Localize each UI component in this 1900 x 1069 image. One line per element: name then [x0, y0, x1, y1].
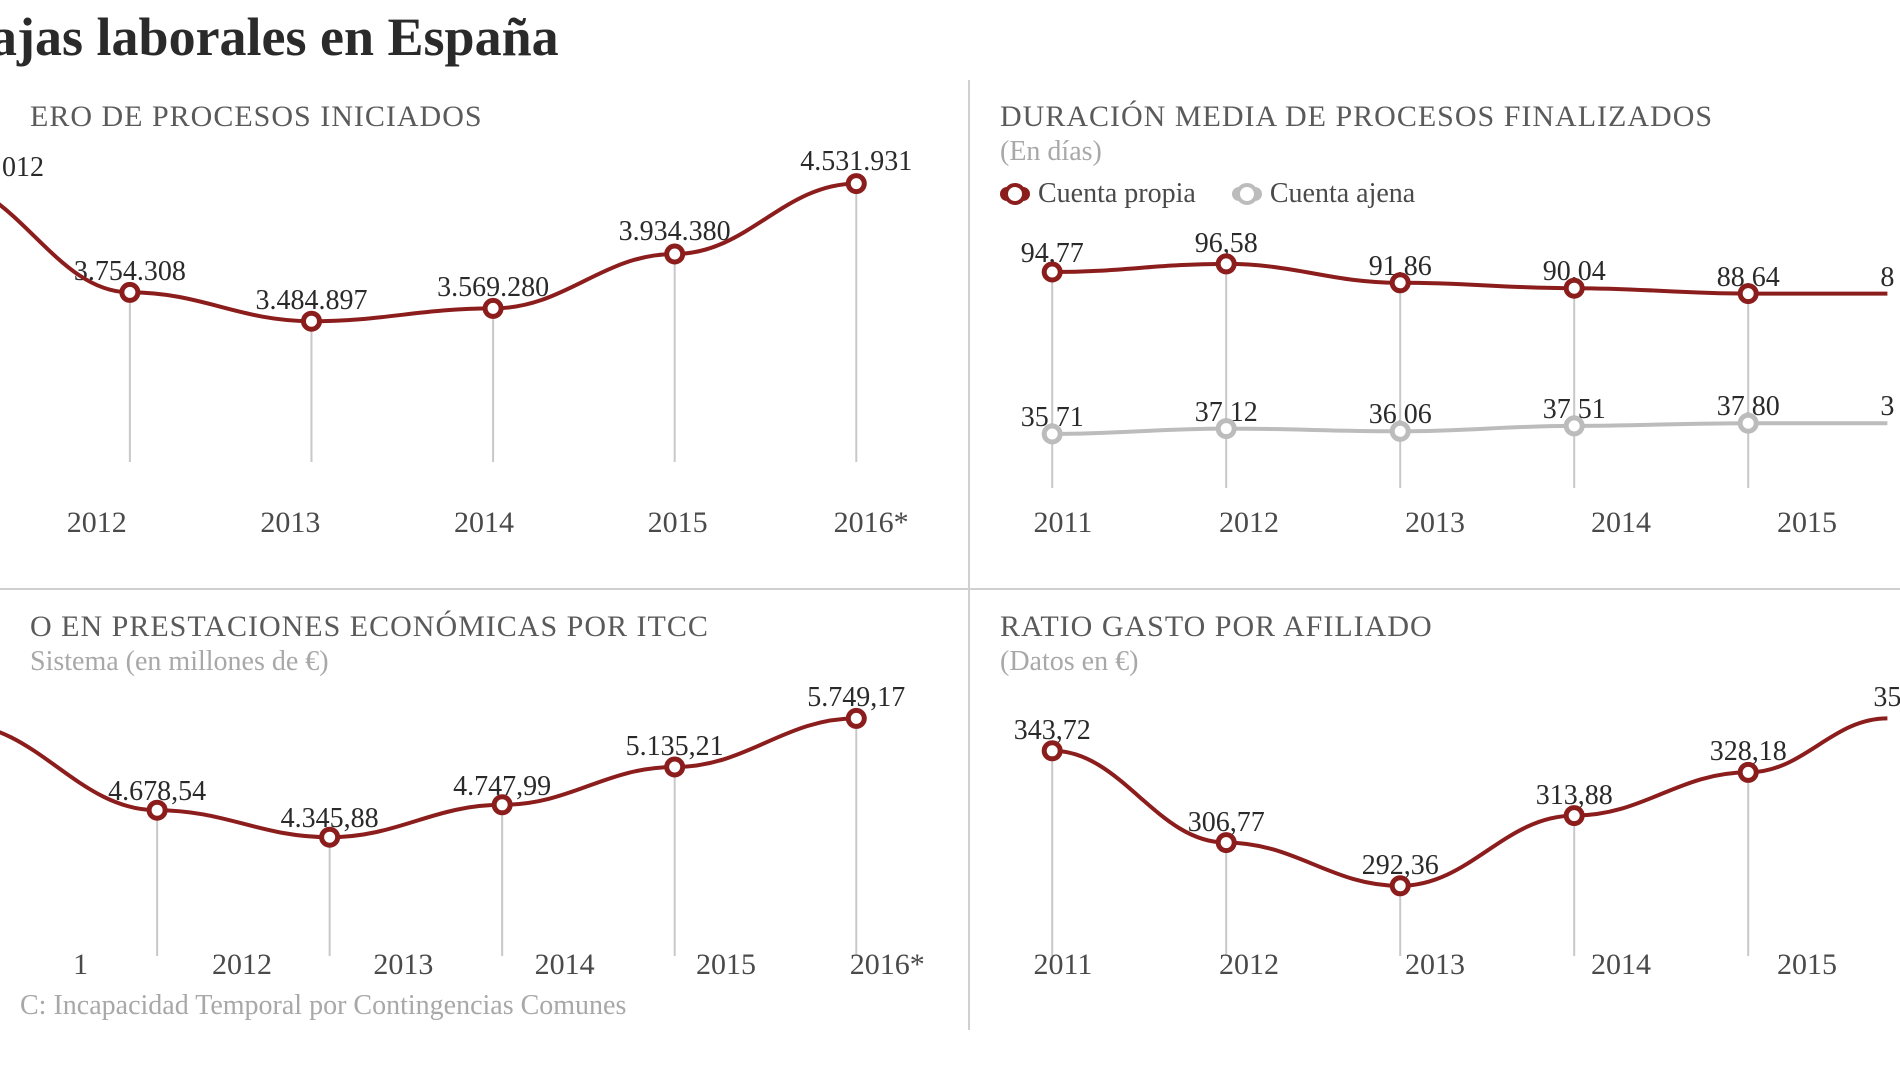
panel-title: O EN PRESTACIONES ECONÓMICAS POR ITCC: [30, 610, 938, 644]
xaxis-label: 2015: [1714, 506, 1900, 540]
chart-area-gasto: 264.678,544.345,884.747,995.135,215.749,…: [30, 686, 938, 956]
chart-svg: [30, 686, 938, 956]
data-label: 3: [1880, 391, 1894, 423]
xaxis-label: 2013: [1342, 948, 1528, 982]
xaxis-label: 2014: [1528, 948, 1714, 982]
xaxis-label: 2014: [1528, 506, 1714, 540]
xaxis-label: 2012: [1156, 506, 1342, 540]
legend-item-propia: Cuenta propia: [1000, 178, 1196, 210]
xaxis-ratio: 20112012201320142015: [970, 948, 1900, 982]
legend: Cuenta propia Cuenta ajena: [1000, 178, 1870, 210]
chart-area-duracion: 94,7796,5891,8690,0488,64835,7137,1236,0…: [1000, 218, 1870, 488]
footnote: C: Incapacidad Temporal por Contingencia…: [20, 990, 626, 1022]
xaxis-label: 2012: [1156, 948, 1342, 982]
xaxis-label: 2015: [1714, 948, 1900, 982]
xaxis-label: 2016*: [807, 948, 968, 982]
xaxis-duracion: 20112012201320142015: [970, 506, 1900, 540]
chart-grid: ERO DE PROCESOS INICIADOS 012 3.754.3083…: [0, 80, 1900, 1030]
chart-svg: [1000, 686, 1870, 956]
panel-title: ERO DE PROCESOS INICIADOS: [30, 100, 938, 134]
data-label: 8: [1880, 262, 1894, 294]
panel-subtitle: (En días): [1000, 136, 1870, 168]
panel-gasto: O EN PRESTACIONES ECONÓMICAS POR ITCC Si…: [0, 590, 970, 1030]
chart-area-ratio: 343,72306,77292,36313,88328,1835: [1000, 686, 1870, 956]
legend-swatch-propia: [1000, 187, 1030, 201]
xaxis-label: 2011: [970, 948, 1156, 982]
legend-label: Cuenta ajena: [1270, 178, 1415, 210]
xaxis-label: 2013: [194, 506, 388, 540]
panel-duracion: DURACIÓN MEDIA DE PROCESOS FINALIZADOS (…: [970, 80, 1900, 590]
chart-svg: [30, 142, 938, 462]
xaxis-label: 2015: [581, 506, 775, 540]
chart-svg: [1000, 218, 1870, 488]
panel-subtitle: (Datos en €): [1000, 646, 1870, 678]
panel-procesos: ERO DE PROCESOS INICIADOS 012 3.754.3083…: [0, 80, 970, 590]
legend-label: Cuenta propia: [1038, 178, 1196, 210]
legend-item-ajena: Cuenta ajena: [1232, 178, 1415, 210]
main-title: bajas laborales en España: [0, 6, 559, 68]
panel-title: RATIO GASTO POR AFILIADO: [1000, 610, 1870, 644]
legend-swatch-ajena: [1232, 187, 1262, 201]
panel-subtitle: Sistema (en millones de €): [30, 646, 938, 678]
xaxis-label: 2014: [484, 948, 645, 982]
xaxis-label: 2015: [645, 948, 806, 982]
panel-title: DURACIÓN MEDIA DE PROCESOS FINALIZADOS: [1000, 100, 1870, 134]
panel-ratio: RATIO GASTO POR AFILIADO (Datos en €) 34…: [970, 590, 1900, 1030]
xaxis-label: 2016*: [774, 506, 968, 540]
xaxis-label: 2013: [323, 948, 484, 982]
xaxis-label: 2011: [970, 506, 1156, 540]
xaxis-label: 2012: [0, 506, 194, 540]
chart-area-procesos: 3.754.3083.484.8973.569.2803.934.3804.53…: [30, 142, 938, 462]
xaxis-label: 2014: [387, 506, 581, 540]
data-label: 35: [1873, 682, 1900, 714]
xaxis-procesos: 20122013201420152016*: [0, 506, 968, 540]
xaxis-label: 2012: [161, 948, 322, 982]
xaxis-label: 2013: [1342, 506, 1528, 540]
xaxis-gasto: 120122013201420152016*: [0, 948, 968, 982]
xaxis-label: 1: [0, 948, 161, 982]
